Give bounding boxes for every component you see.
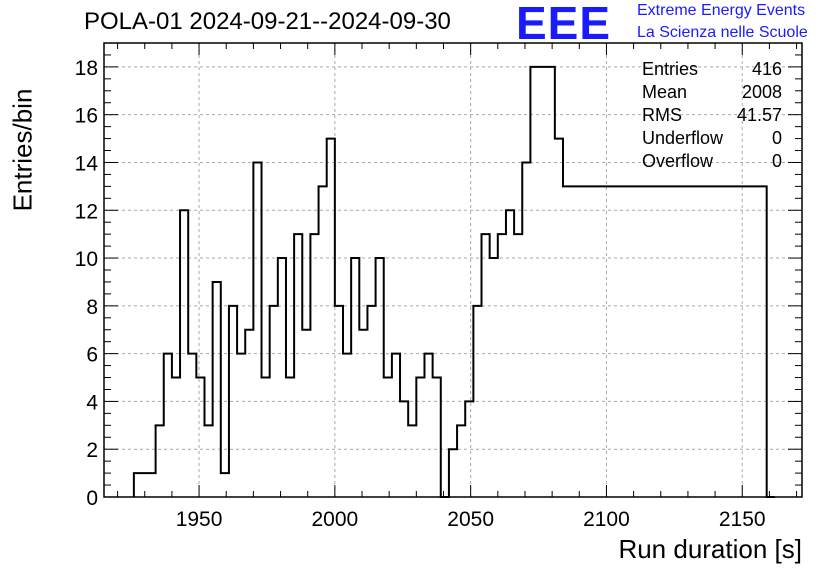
histogram-bin — [302, 330, 310, 497]
histogram-bin — [490, 258, 498, 497]
stats-value: 0 — [771, 151, 782, 171]
histogram-bin — [262, 378, 270, 497]
x-tick-label: 2050 — [447, 508, 494, 531]
x-tick-label: 2100 — [583, 508, 630, 531]
x-axis-label: Run duration [s] — [618, 534, 802, 564]
stats-row-rms: RMS 41.57 — [642, 105, 782, 127]
y-tick-label: 6 — [86, 344, 98, 367]
y-tick-label: 4 — [86, 391, 98, 414]
histogram-bin — [392, 354, 400, 497]
y-tick-label: 18 — [75, 57, 98, 80]
histogram-bin — [213, 282, 221, 497]
histogram-bin — [482, 234, 490, 497]
histogram-bin — [310, 234, 318, 497]
histogram-bin — [188, 354, 196, 497]
y-tick-label: 12 — [75, 200, 98, 223]
stats-row-mean: Mean 2008 — [642, 82, 782, 104]
y-tick-label: 16 — [75, 105, 98, 128]
histogram-bin — [514, 234, 522, 497]
stats-value: 41.57 — [736, 105, 782, 125]
stats-key: Overflow — [642, 151, 714, 171]
stats-value: 416 — [751, 59, 782, 79]
histogram-bin — [319, 186, 327, 497]
x-tick-label: 2000 — [311, 508, 358, 531]
stats-key: Underflow — [642, 128, 724, 148]
stats-row-underflow: Underflow 0 — [642, 128, 782, 150]
histogram-bin — [156, 425, 164, 497]
histogram-bin — [351, 258, 359, 497]
stats-key: Entries — [642, 59, 699, 79]
stats-row-entries: Entries 416 — [642, 59, 782, 81]
histogram-bin — [204, 425, 212, 497]
histogram-bin — [433, 378, 441, 497]
histogram-bin — [457, 425, 465, 497]
histogram-bin — [253, 162, 261, 497]
logo-line-2: La Scienza nelle Scuole — [637, 24, 808, 41]
histogram-bin — [359, 330, 367, 497]
histogram-bin — [245, 330, 253, 497]
stats-key: Mean — [642, 82, 688, 102]
histogram-bin — [563, 186, 767, 497]
histogram-bin — [416, 378, 424, 497]
histogram-bin — [164, 354, 172, 497]
stats-key: RMS — [642, 105, 682, 125]
histogram-bin — [221, 473, 229, 497]
histogram-outline — [132, 65, 775, 498]
histogram-bin — [424, 354, 432, 497]
y-tick-label: 2 — [86, 439, 98, 462]
histogram-bin — [376, 258, 384, 497]
histogram-bin — [196, 378, 204, 497]
histogram-bin — [294, 234, 302, 497]
eee-logo: EEE — [516, 0, 612, 49]
histogram-bin — [530, 67, 554, 497]
y-tick-label: 0 — [86, 487, 98, 510]
y-tick-label: 8 — [86, 296, 98, 319]
chart-title: POLA-01 2024-09-21--2024-09-30 — [84, 8, 451, 35]
histogram-bin — [327, 139, 335, 497]
histogram-bin — [286, 378, 294, 497]
stats-value: 0 — [771, 128, 782, 148]
histogram-bin — [172, 378, 180, 497]
logo-line-1: Extreme Energy Events — [637, 2, 806, 19]
histogram-bin — [555, 139, 563, 497]
stats-value: 2008 — [741, 82, 782, 102]
histogram-bin — [408, 425, 416, 497]
histogram-bin — [278, 258, 286, 497]
y-tick-label: 10 — [75, 248, 98, 271]
stats-row-overflow: Overflow 0 — [642, 151, 782, 173]
histogram-bin — [384, 378, 392, 497]
histogram-bin — [498, 234, 506, 497]
x-tick-label: 2150 — [719, 508, 766, 531]
histogram-bin — [237, 354, 245, 497]
histogram-bin — [449, 449, 457, 497]
y-tick-label: 14 — [75, 152, 99, 175]
x-tick-label: 1950 — [176, 508, 223, 531]
histogram-bin — [343, 354, 351, 497]
histogram-bin — [522, 162, 530, 497]
